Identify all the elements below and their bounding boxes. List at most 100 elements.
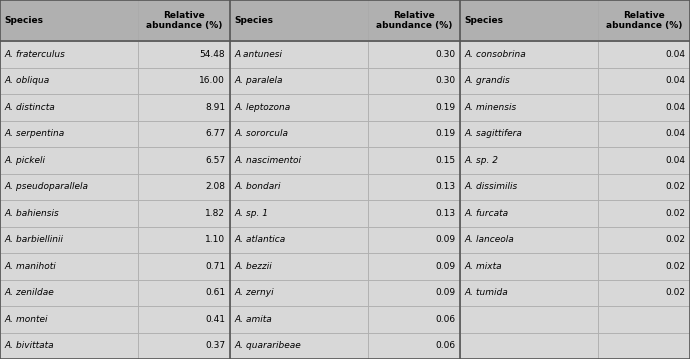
Text: 0.06: 0.06: [435, 341, 455, 350]
Bar: [0, 121, 138, 147]
Bar: [138, 147, 230, 174]
Bar: [460, 332, 598, 359]
Text: A. pickeli: A. pickeli: [5, 156, 46, 165]
Bar: [0, 147, 138, 174]
Bar: [138, 227, 230, 253]
Text: A. bivittata: A. bivittata: [5, 341, 55, 350]
Bar: [138, 68, 230, 94]
Bar: [368, 147, 460, 174]
Text: A. sagittifera: A. sagittifera: [465, 130, 523, 139]
Text: A. bahiensis: A. bahiensis: [5, 209, 59, 218]
Text: 6.57: 6.57: [205, 156, 225, 165]
Bar: [0, 280, 138, 306]
Bar: [460, 306, 598, 332]
Bar: [138, 0, 230, 41]
Bar: [368, 227, 460, 253]
Bar: [0, 253, 138, 280]
Text: A. amita: A. amita: [235, 315, 273, 324]
Text: 0.19: 0.19: [435, 130, 455, 139]
Text: A. tumida: A. tumida: [465, 288, 509, 297]
Bar: [230, 200, 368, 227]
Bar: [138, 332, 230, 359]
Bar: [0, 68, 138, 94]
Text: A. montei: A. montei: [5, 315, 48, 324]
Text: A. distincta: A. distincta: [5, 103, 56, 112]
Text: 1.10: 1.10: [205, 236, 225, 244]
Bar: [598, 41, 690, 68]
Bar: [368, 0, 460, 41]
Text: 0.02: 0.02: [665, 288, 685, 297]
Text: Relative
abundance (%): Relative abundance (%): [606, 11, 682, 31]
Text: A. atlantica: A. atlantica: [235, 236, 286, 244]
Text: 6.77: 6.77: [205, 130, 225, 139]
Text: A. zenildae: A. zenildae: [5, 288, 55, 297]
Bar: [598, 94, 690, 121]
Bar: [598, 0, 690, 41]
Bar: [0, 227, 138, 253]
Bar: [230, 121, 368, 147]
Text: 0.02: 0.02: [665, 236, 685, 244]
Bar: [460, 174, 598, 200]
Bar: [368, 306, 460, 332]
Bar: [460, 227, 598, 253]
Text: A. lanceola: A. lanceola: [465, 236, 515, 244]
Bar: [230, 174, 368, 200]
Bar: [460, 121, 598, 147]
Text: A. sp. 1: A. sp. 1: [235, 209, 269, 218]
Bar: [230, 253, 368, 280]
Bar: [460, 200, 598, 227]
Bar: [230, 306, 368, 332]
Text: A. grandis: A. grandis: [465, 76, 511, 85]
Bar: [138, 200, 230, 227]
Bar: [0, 94, 138, 121]
Bar: [598, 68, 690, 94]
Text: 0.30: 0.30: [435, 50, 455, 59]
Bar: [368, 174, 460, 200]
Bar: [0, 200, 138, 227]
Bar: [138, 121, 230, 147]
Text: 0.19: 0.19: [435, 103, 455, 112]
Text: A. manihoti: A. manihoti: [5, 262, 57, 271]
Text: 0.06: 0.06: [435, 315, 455, 324]
Text: 0.02: 0.02: [665, 262, 685, 271]
Bar: [0, 332, 138, 359]
Bar: [460, 147, 598, 174]
Text: 0.37: 0.37: [205, 341, 225, 350]
Text: 0.04: 0.04: [665, 76, 685, 85]
Bar: [368, 94, 460, 121]
Bar: [368, 200, 460, 227]
Text: A. fraterculus: A. fraterculus: [5, 50, 66, 59]
Text: A. serpentina: A. serpentina: [5, 130, 65, 139]
Text: 0.30: 0.30: [435, 76, 455, 85]
Text: 0.02: 0.02: [665, 209, 685, 218]
Text: 8.91: 8.91: [205, 103, 225, 112]
Bar: [0, 41, 138, 68]
Bar: [0, 306, 138, 332]
Bar: [0, 0, 138, 41]
Bar: [368, 121, 460, 147]
Bar: [138, 94, 230, 121]
Text: Relative
abundance (%): Relative abundance (%): [376, 11, 452, 31]
Text: 2.08: 2.08: [205, 182, 225, 191]
Bar: [460, 0, 598, 41]
Text: A. furcata: A. furcata: [465, 209, 509, 218]
Bar: [138, 174, 230, 200]
Bar: [598, 121, 690, 147]
Bar: [230, 41, 368, 68]
Bar: [230, 227, 368, 253]
Text: 54.48: 54.48: [199, 50, 225, 59]
Bar: [138, 280, 230, 306]
Text: Species: Species: [5, 16, 44, 25]
Text: 0.41: 0.41: [205, 315, 225, 324]
Bar: [368, 280, 460, 306]
Text: A. consobrina: A. consobrina: [465, 50, 526, 59]
Text: 0.71: 0.71: [205, 262, 225, 271]
Text: A. sororcula: A. sororcula: [235, 130, 289, 139]
Text: A. zernyi: A. zernyi: [235, 288, 275, 297]
Text: A. minensis: A. minensis: [465, 103, 517, 112]
Text: 0.15: 0.15: [435, 156, 455, 165]
Text: A. leptozona: A. leptozona: [235, 103, 291, 112]
Bar: [368, 41, 460, 68]
Text: A. paralela: A. paralela: [235, 76, 284, 85]
Bar: [368, 332, 460, 359]
